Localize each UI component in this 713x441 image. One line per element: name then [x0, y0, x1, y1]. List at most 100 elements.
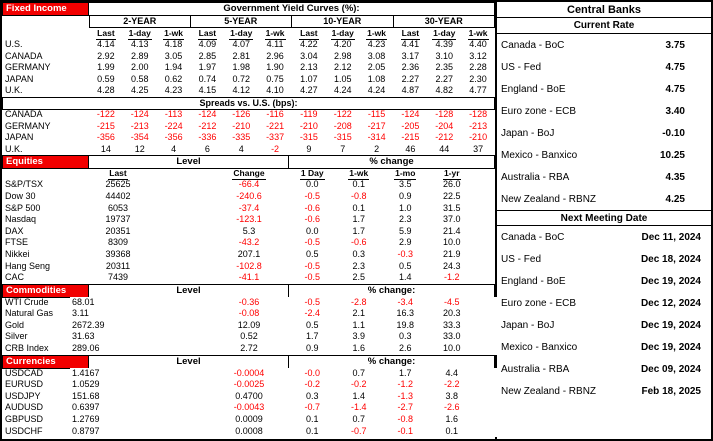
- current-rate-header-text: Current Rate: [573, 20, 635, 31]
- value-cell: 4.13: [130, 39, 149, 49]
- pct-change-value: -1.2: [443, 272, 460, 283]
- change-value: 207.1: [237, 248, 261, 259]
- last-value: 25625: [105, 179, 131, 190]
- value-cell: -122: [333, 108, 352, 119]
- value-cell: 2.30: [469, 73, 487, 84]
- value-cell: 2.36: [401, 62, 420, 73]
- value-cell: 0.59: [97, 73, 115, 84]
- spread-rows: CANADA -122 -124 -113 -124 -126 -116 -119 -122 -1…: [2, 109, 495, 155]
- pct-change-value: -2.6: [443, 402, 460, 413]
- value-cell: -205: [401, 120, 420, 131]
- column-subheader: 1 Day: [289, 168, 336, 180]
- equities-level-header: Level: [89, 155, 289, 170]
- pct-change-value: -0.8: [397, 414, 413, 425]
- pct-change-value: 1.1: [352, 319, 365, 330]
- value-cell: -356: [164, 132, 183, 143]
- pct-change-value: 16.3: [396, 308, 415, 319]
- pct-change-value: 0.3: [398, 331, 412, 342]
- spacer: [147, 402, 209, 414]
- subheader-spacer: [2, 168, 89, 180]
- pct-change-value: 33.3: [442, 319, 461, 330]
- value-cell: 1.05: [333, 73, 352, 84]
- spacer: [147, 379, 209, 391]
- pct-change-value: -0.7: [350, 425, 367, 436]
- spacer: [147, 179, 209, 191]
- value-cell: 4.23: [164, 85, 183, 96]
- value-cell: 14: [100, 143, 111, 154]
- value-cell: 2.85: [198, 50, 217, 61]
- value-cell: 4.10: [266, 85, 284, 96]
- value-cell: -113: [164, 108, 183, 119]
- change-value: -0.08: [238, 308, 260, 319]
- spreads-title-text: Spreads vs. U.S. (bps):: [199, 97, 298, 108]
- equity-row: Dow 30 44402 -240.6 -0.5 -0.8 0.9 22.5: [2, 191, 495, 203]
- spacer: [147, 191, 209, 203]
- pct-change-value: 0.9: [398, 190, 412, 201]
- row-label: Dow 30: [5, 190, 36, 201]
- yield-row: U.K. 4.28 4.25 4.23 4.15 4.12 4.10 4.27 4.24 4.24…: [2, 85, 495, 97]
- pct-change-value: 0.1: [305, 425, 319, 436]
- commodities-pct-header: % change:: [289, 283, 495, 298]
- column-subheader-label: 1-day: [229, 28, 254, 40]
- currencies-section-label-text: Currencies: [6, 355, 56, 367]
- pct-change-value: 0.1: [305, 414, 319, 425]
- markets-table: Fixed Income Government Yield Curves (%)…: [2, 2, 565, 439]
- spacer: [147, 168, 209, 180]
- change-value: -0.0043: [233, 402, 265, 413]
- value-cell: 2.92: [97, 50, 115, 61]
- change-value: -0.0004: [233, 367, 265, 378]
- change-value: -240.6: [236, 190, 262, 201]
- row-label: S&P 500: [5, 202, 41, 213]
- spacer: [147, 368, 209, 380]
- value-cell: 4.12: [232, 85, 250, 96]
- value-cell: 3.17: [401, 50, 420, 61]
- column-subheader-label: 1-day: [330, 28, 355, 40]
- last-value: 8309: [107, 237, 129, 248]
- bank-label: US - Fed: [501, 61, 542, 73]
- next-meeting-row: US - Fed Dec 18, 2024: [497, 248, 711, 270]
- maturity-header: 10-YEAR: [292, 15, 394, 28]
- bank-value: 3.40: [665, 105, 685, 117]
- spacer: [147, 391, 209, 403]
- pct-change-value: -2.8: [350, 296, 367, 307]
- value-cell: 1.08: [367, 73, 386, 84]
- commodity-row: Gold 2672.39 12.09 0.5 1.1 19.8 33.3: [2, 319, 565, 332]
- pct-change-value: 3.9: [352, 331, 365, 342]
- column-subheader: Last: [393, 28, 427, 40]
- spacer: [147, 261, 209, 273]
- commodity-row: WTI Crude 68.01 -0.36 -0.5 -2.8 -3.4 -4.5: [2, 296, 565, 309]
- currency-row: USDCAD 1.4167 -0.0004 -0.0 0.7 1.7 4.4: [2, 367, 565, 380]
- row-label: U.K.: [5, 85, 23, 96]
- bank-label: England - BoE: [501, 83, 566, 95]
- value-cell: 1.99: [97, 62, 115, 73]
- pct-change-value: 1.4: [398, 272, 412, 283]
- last-value: 20351: [105, 225, 131, 236]
- bank-value: Dec 18, 2024: [640, 253, 701, 265]
- spread-row: JAPAN -356 -354 -356 -336 -335 -337 -315 -315 -31…: [2, 132, 495, 144]
- equities-pct-header: % change: [289, 155, 495, 170]
- column-subheader: 1-wk: [360, 28, 394, 40]
- pct-change-value: 1.6: [445, 414, 458, 425]
- last-value: 6053: [107, 202, 129, 213]
- column-subheader-label: 1-yr: [442, 168, 461, 180]
- currency-row: EURUSD 1.0529 -0.0025 -0.2 -0.2 -1.2 -2.2: [2, 379, 565, 391]
- pct-change-value: -2.4: [304, 308, 320, 319]
- pct-change-value: -0.5: [304, 190, 320, 201]
- pct-change-value: -0.3: [397, 248, 413, 259]
- pct-change-value: -0.5: [304, 272, 320, 283]
- pct-change-value: 0.1: [445, 425, 458, 436]
- pct-change-value: 24.3: [442, 260, 461, 271]
- spreads-title: Spreads vs. U.S. (bps):: [2, 96, 495, 110]
- change-value: -0.0025: [233, 379, 265, 390]
- pct-change-value: -2.7: [397, 402, 413, 413]
- bank-label: England - BoE: [501, 275, 566, 287]
- pct-change-value: -0.6: [304, 214, 320, 225]
- currencies-pct-header-text: % change:: [367, 355, 416, 367]
- last-value: 39368: [105, 248, 131, 259]
- row-label: Nikkei: [5, 248, 30, 259]
- commodities-section-label-text: Commodities: [6, 284, 67, 296]
- bank-value: 4.75: [665, 83, 685, 95]
- pct-change-value: 0.5: [305, 319, 319, 330]
- value-cell: -128: [435, 108, 454, 119]
- current-rate-row: New Zealand - RBNZ 4.25: [497, 188, 711, 210]
